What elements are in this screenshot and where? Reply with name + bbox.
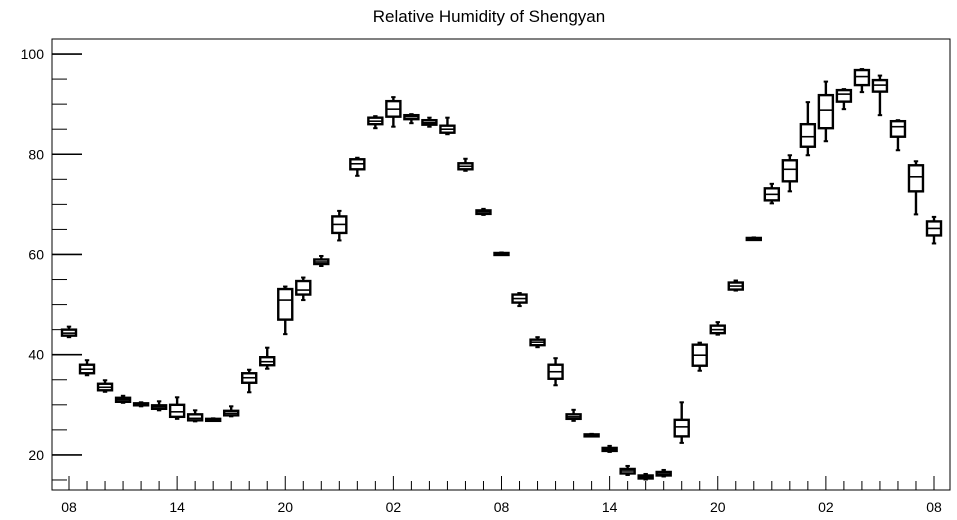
box-body [853,68,871,87]
box-42 [817,80,835,143]
x-tick-label: 02 [386,499,402,515]
box-41 [799,101,817,157]
x-tick-label: 14 [169,499,185,515]
y-tick-label: 80 [28,146,44,162]
box-21 [439,116,456,136]
box-33 [655,468,672,478]
x-tick-label: 14 [602,499,618,515]
box-body [781,159,799,183]
box-body [889,119,907,138]
box-16 [349,156,366,177]
box-43 [835,88,853,111]
y-tick-label: 60 [28,246,44,262]
box-body [835,88,853,103]
box-44 [853,68,871,94]
box-2 [96,379,114,393]
box-body [817,93,835,130]
box-46 [889,119,907,152]
x-tick-label: 20 [710,499,726,515]
box-47 [907,160,925,216]
box-19 [403,113,420,125]
box-25 [511,292,528,308]
box-26 [529,336,546,349]
box-37 [727,279,744,292]
box-45 [871,74,889,117]
box-27 [547,357,564,387]
boxes [60,68,943,481]
box-48 [925,215,943,245]
box-24 [493,251,510,257]
plot-frame [51,38,951,491]
box-20 [421,116,438,128]
box-15 [331,209,348,242]
box-7 [186,409,204,423]
box-23 [475,207,492,216]
box-0 [60,325,78,339]
box-body [168,403,186,419]
box-22 [457,157,474,172]
box-body [673,418,690,438]
box-12 [277,285,294,336]
box-39 [763,182,781,205]
box-6 [168,396,186,420]
axes: 20 40 60 80 100 08 14 20 02 08 14 20 02 08 [21,38,951,515]
x-tick-label: 08 [494,499,510,515]
y-tick-label: 20 [28,447,44,463]
box-4 [132,401,150,408]
box-29 [583,432,600,438]
box-31 [619,464,636,476]
x-tick-label: 08 [61,499,77,515]
box-10 [241,368,258,394]
box-34 [673,401,690,444]
box-9 [222,405,240,418]
x-tick-label: 20 [277,499,293,515]
box-body [799,122,817,148]
box-body [186,413,204,422]
box-body [277,287,294,321]
box-40 [781,154,799,193]
box-1 [78,359,96,377]
box-14 [313,254,330,268]
x-tick-label: 08 [926,499,942,515]
y-tick-label: 40 [28,347,44,363]
box-13 [295,276,312,302]
box-17 [367,115,384,130]
chart-title: Relative Humidity of Shengyan [373,7,605,26]
box-38 [745,236,762,242]
box-body [295,279,312,296]
x-tick-label: 02 [818,499,834,515]
box-3 [114,394,132,404]
box-5 [150,400,168,412]
box-28 [565,408,582,422]
y-tick-label: 100 [21,46,45,62]
box-35 [691,341,708,372]
box-8 [204,417,222,423]
box-32 [637,472,654,481]
box-18 [385,96,402,128]
box-36 [709,321,726,336]
box-body [907,164,925,193]
box-30 [601,444,618,453]
box-11 [259,346,276,370]
